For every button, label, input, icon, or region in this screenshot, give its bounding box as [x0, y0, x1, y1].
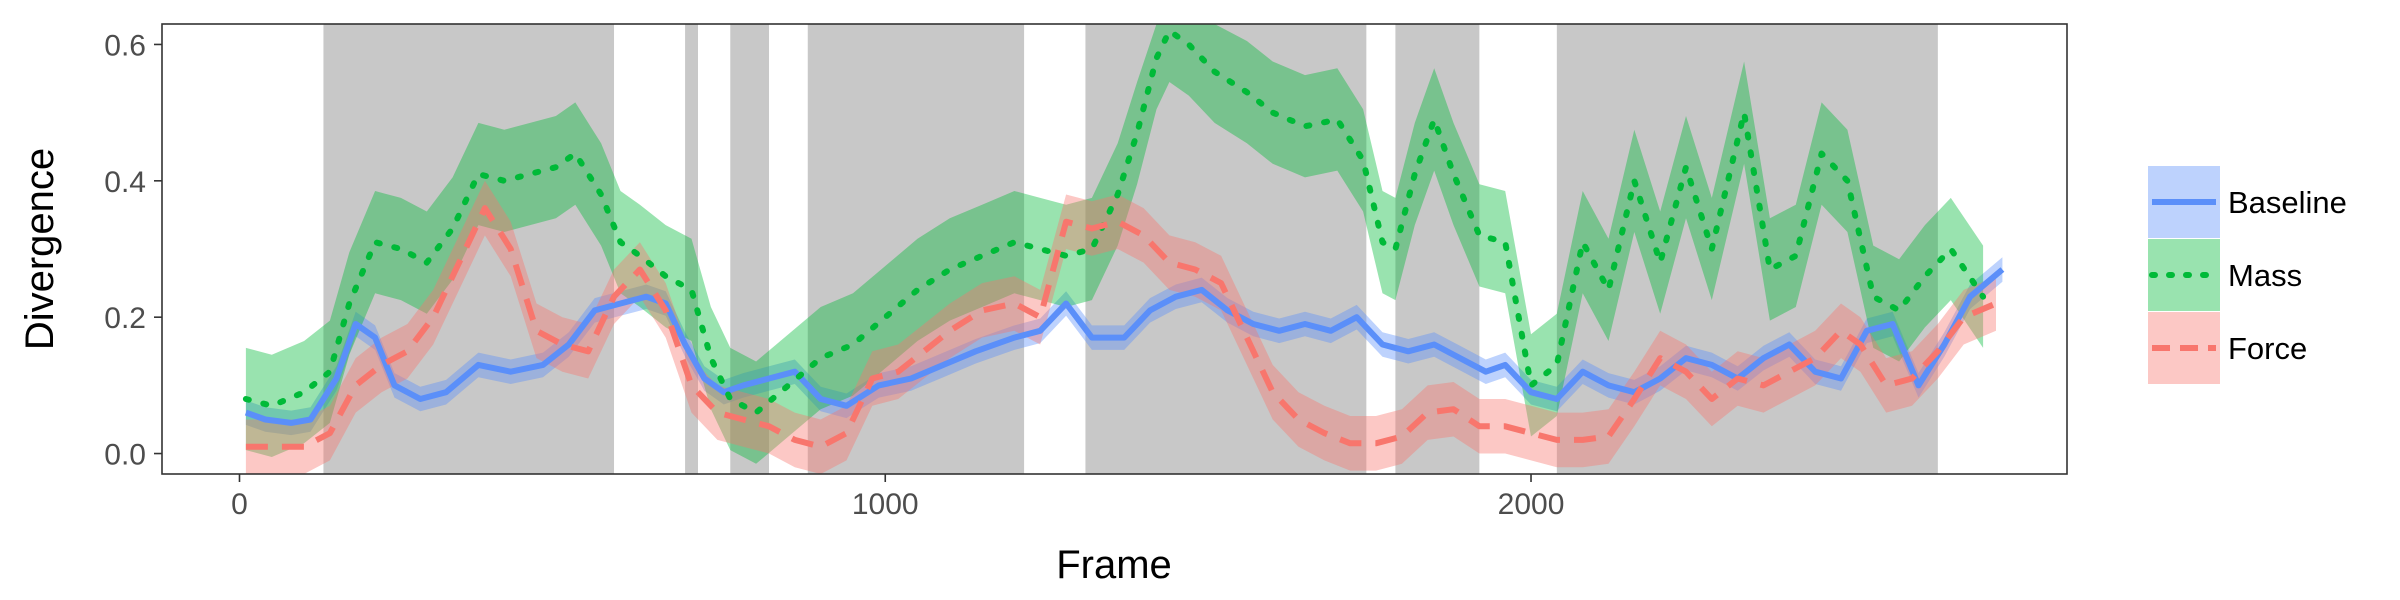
- line-mass: [242, 27, 1987, 416]
- band-force: [245, 180, 1996, 475]
- x-axis-title: Frame: [1056, 543, 1172, 587]
- band-mass: [245, 24, 1984, 464]
- plot-panel-border: [161, 23, 2068, 475]
- legend: Baseline Mass Force: [2148, 166, 2347, 384]
- legend-label-baseline: Baseline: [2228, 185, 2347, 220]
- legend-label-force: Force: [2228, 331, 2307, 366]
- y-tick-label: 0.6: [104, 29, 146, 62]
- shaded-region-4: [1085, 24, 1367, 474]
- x-tick-label: 1000: [852, 488, 919, 521]
- shaded-region-5: [1395, 24, 1480, 474]
- y-tick-label: 0.0: [104, 439, 146, 472]
- x-axis: 0 1000 2000: [231, 474, 1564, 521]
- shaded-region-3: [807, 24, 1025, 474]
- y-tick-label: 0.2: [104, 302, 146, 335]
- y-tick-label: 0.4: [104, 166, 146, 199]
- legend-label-mass: Mass: [2228, 258, 2302, 293]
- shaded-region-2: [730, 24, 770, 474]
- y-axis-title: Divergence: [18, 148, 62, 350]
- x-tick-label: 2000: [1498, 488, 1565, 521]
- series-lines: [242, 27, 2005, 450]
- line-baseline: [244, 267, 2005, 426]
- shaded-region-0: [323, 24, 615, 474]
- x-tick-label: 0: [231, 488, 248, 521]
- line-force: [245, 205, 1998, 450]
- y-axis: 0.0 0.2 0.4 0.6: [104, 29, 162, 472]
